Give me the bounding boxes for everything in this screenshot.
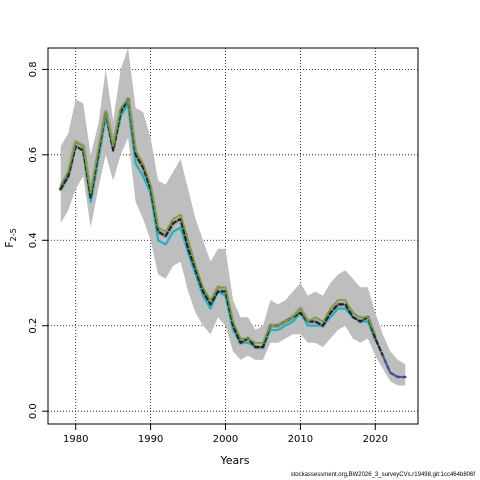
series-line-5: [59, 98, 377, 344]
y-tick-label: 0.6: [28, 147, 39, 163]
series-line-3: [59, 98, 407, 379]
source-note: stockassessment.org,BW2026_3_surveyCVs,r…: [291, 472, 476, 478]
series-line-4: [382, 354, 407, 378]
axes: 1980 1990 2000 2010 2020 0.0 0.2 0.4 0.6 0.8: [28, 61, 388, 445]
x-tick-label: 1980: [63, 434, 88, 445]
x-axis-label: Years: [219, 454, 249, 467]
series-layer: [58, 97, 407, 379]
y-tick-label: 0.8: [28, 61, 39, 77]
x-tick-label: 2000: [213, 434, 238, 445]
x-tick-label: 1990: [138, 434, 163, 445]
y-axis-label: F2-5: [3, 228, 18, 247]
confidence-band-layer: [60, 48, 406, 386]
x-tick-label: 2010: [288, 434, 313, 445]
y-axis-label-main: F: [3, 241, 16, 247]
series-line-2: [59, 102, 407, 379]
y-tick-label: 0.2: [28, 318, 39, 334]
y-axis-label-subscript: 2-5: [9, 228, 18, 241]
confidence-band: [60, 48, 406, 386]
x-tick-label: 2020: [363, 434, 388, 445]
y-tick-label: 0.0: [28, 403, 39, 419]
y-tick-label: 0.4: [28, 232, 39, 248]
